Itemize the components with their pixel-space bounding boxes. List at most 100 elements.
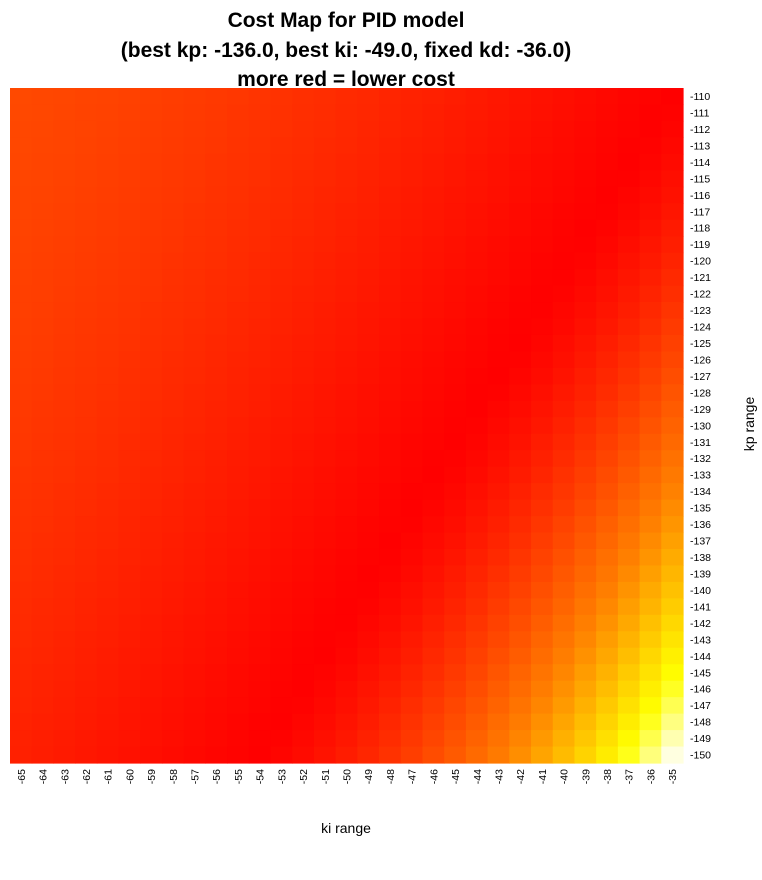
heatmap-cell <box>661 548 684 567</box>
heatmap-cell <box>75 548 98 567</box>
heatmap-cell <box>335 548 358 567</box>
heatmap-cell <box>227 203 250 221</box>
heatmap-cell <box>53 252 76 270</box>
heatmap-cell <box>444 417 467 435</box>
heatmap-cell <box>444 499 467 517</box>
heatmap-cell <box>10 334 33 353</box>
heatmap-cell <box>292 137 315 155</box>
heatmap-cell <box>75 581 98 599</box>
heatmap-cell <box>552 400 576 418</box>
heatmap-cell <box>248 417 272 435</box>
heatmap-cell <box>96 120 120 138</box>
heatmap-cell <box>357 219 380 237</box>
heatmap-cell <box>639 186 662 204</box>
heatmap-cell <box>335 466 358 484</box>
heatmap-cell <box>574 252 597 270</box>
heatmap-cell <box>617 137 641 155</box>
heatmap-cell <box>335 170 358 188</box>
heatmap-cell <box>96 236 120 254</box>
heatmap-cell <box>400 565 424 583</box>
heatmap-cell <box>248 186 272 204</box>
heatmap-cell <box>357 334 380 353</box>
x-tick-label: -60 <box>124 769 136 784</box>
heatmap-cell <box>509 548 532 567</box>
heatmap-cell <box>31 219 55 237</box>
heatmap-cell <box>465 548 489 567</box>
heatmap-cell <box>53 219 76 237</box>
heatmap-cell <box>639 483 662 501</box>
heatmap-cell <box>617 318 641 336</box>
heatmap-cell <box>552 302 576 320</box>
heatmap-cell <box>574 450 597 468</box>
heatmap-cell <box>183 466 206 484</box>
heatmap-cell <box>379 433 402 451</box>
heatmap-cell <box>75 170 98 188</box>
heatmap-cell <box>574 499 597 517</box>
heatmap-cell <box>335 433 358 451</box>
heatmap-cell <box>270 730 293 748</box>
heatmap-cell <box>205 318 228 336</box>
heatmap-cell <box>31 499 55 517</box>
heatmap-cell <box>10 730 33 748</box>
heatmap-cell <box>248 647 272 665</box>
heatmap-cell <box>596 367 619 385</box>
heatmap-cell <box>335 269 358 287</box>
heatmap-cell <box>118 680 141 698</box>
heatmap-cell <box>596 417 619 435</box>
heatmap-cell <box>661 384 684 402</box>
heatmap-cell <box>248 285 272 303</box>
heatmap-cell <box>596 466 619 484</box>
heatmap-cell <box>444 565 467 583</box>
heatmap-cell <box>357 186 380 204</box>
heatmap-cell <box>531 384 554 402</box>
heatmap-cell <box>379 450 402 468</box>
heatmap-cell <box>140 302 163 320</box>
heatmap-cell <box>379 120 402 138</box>
heatmap-cell <box>574 697 597 715</box>
heatmap-cell <box>96 746 120 764</box>
heatmap-cell <box>313 252 337 270</box>
heatmap-cell <box>75 219 98 237</box>
heatmap-cell <box>422 614 445 632</box>
heatmap-cell <box>400 581 424 599</box>
heatmap-cell <box>75 614 98 632</box>
heatmap-cell <box>313 417 337 435</box>
heatmap-cell <box>31 614 55 632</box>
heatmap-cell <box>10 120 33 138</box>
heatmap-cell <box>118 499 141 517</box>
heatmap-cell <box>661 400 684 418</box>
heatmap-cell <box>509 746 532 764</box>
heatmap-cell <box>509 647 532 665</box>
heatmap-cell <box>118 713 141 731</box>
heatmap-cell <box>227 450 250 468</box>
heatmap-cell <box>400 548 424 567</box>
heatmap-cell <box>574 269 597 287</box>
heatmap-cell <box>509 170 532 188</box>
heatmap-cell <box>183 581 206 599</box>
heatmap-cell <box>140 88 163 106</box>
heatmap-cell <box>10 252 33 270</box>
heatmap-cell <box>140 318 163 336</box>
heatmap-cell <box>313 713 337 731</box>
heatmap-cell <box>183 417 206 435</box>
heatmap-cell <box>161 680 185 698</box>
heatmap-cell <box>379 631 402 649</box>
heatmap-cell <box>183 614 206 632</box>
heatmap-cell <box>509 384 532 402</box>
heatmap-cell <box>10 466 33 484</box>
heatmap-cell <box>313 269 337 287</box>
heatmap-cell <box>574 483 597 501</box>
heatmap-cell <box>292 203 315 221</box>
heatmap-cell <box>292 532 315 550</box>
heatmap-cell <box>96 483 120 501</box>
heatmap-cell <box>574 367 597 385</box>
heatmap-cell <box>161 433 185 451</box>
heatmap-cell <box>379 581 402 599</box>
heatmap-cell <box>227 351 250 369</box>
heatmap-cell <box>531 664 554 682</box>
heatmap-cell <box>96 285 120 303</box>
heatmap-cell <box>574 318 597 336</box>
x-tick-label: -62 <box>81 769 93 784</box>
heatmap-cell <box>509 120 532 138</box>
heatmap-cell <box>400 120 424 138</box>
